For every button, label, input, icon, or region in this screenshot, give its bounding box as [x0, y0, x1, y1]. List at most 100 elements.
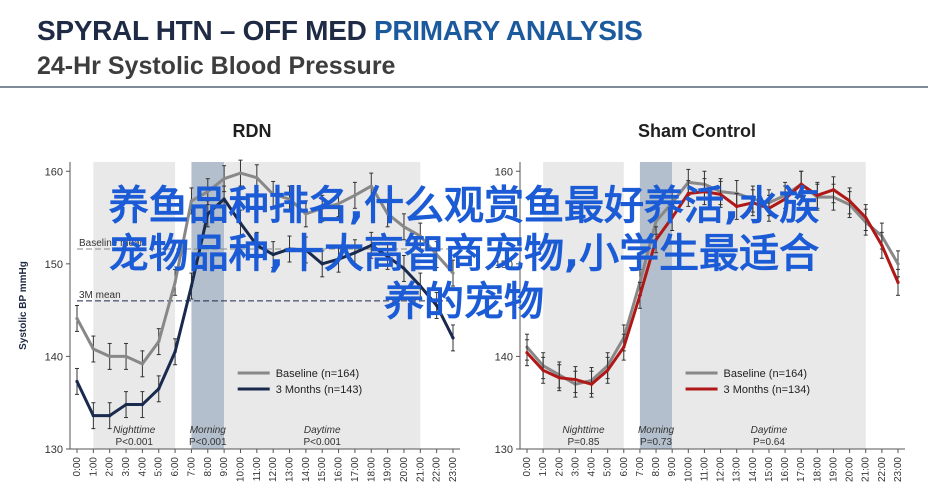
- mean-line-label: Baseline mean: [79, 238, 145, 249]
- data-point: [271, 192, 275, 197]
- data-point: [222, 177, 226, 181]
- data-point: [238, 171, 243, 175]
- x-tick-label: 2:00: [554, 457, 565, 477]
- x-tick-label: 23:00: [448, 457, 459, 482]
- data-point: [369, 184, 373, 188]
- data-point: [320, 262, 324, 266]
- data-point: [336, 202, 341, 206]
- x-tick-label: 7:00: [186, 457, 197, 477]
- page-subtitle: 24-Hr Systolic Blood Pressure: [37, 52, 396, 80]
- x-tick-label: 5:00: [154, 457, 165, 477]
- data-point: [451, 271, 455, 275]
- period-p-value: P<0.001: [115, 437, 153, 448]
- data-point: [189, 284, 194, 288]
- x-tick-label: 4:00: [137, 457, 148, 477]
- data-point: [173, 350, 177, 354]
- data-point: [541, 368, 545, 372]
- y-tick-label: 130: [45, 444, 63, 456]
- data-point: [848, 199, 852, 203]
- data-point: [831, 188, 836, 192]
- data-point: [654, 238, 658, 242]
- x-tick-label: 19:00: [828, 457, 839, 482]
- x-tick-label: 2:00: [105, 457, 116, 477]
- data-point: [108, 354, 112, 359]
- data-point: [402, 266, 406, 271]
- data-point: [864, 215, 868, 220]
- x-tick-label: 12:00: [716, 457, 727, 482]
- legend-label: 3 Months (n=143): [276, 384, 363, 396]
- x-tick-label: 12:00: [268, 457, 279, 482]
- period-p-value: P=0.73: [640, 437, 672, 448]
- x-tick-label: 0:00: [522, 457, 533, 477]
- period-label: Morning: [638, 425, 675, 436]
- data-point: [336, 257, 341, 261]
- data-point: [157, 387, 161, 391]
- data-point: [189, 199, 194, 203]
- y-axis-label: Systolic BP mmHg: [18, 261, 29, 350]
- y-tick-label: 140: [495, 351, 513, 363]
- legend-label: Baseline (n=164): [724, 368, 807, 380]
- data-point: [255, 176, 259, 180]
- data-point: [75, 379, 79, 384]
- period-p-value: P=0.85: [567, 437, 599, 448]
- x-tick-label: 0:00: [72, 457, 83, 477]
- period-label: Nighttime: [113, 425, 156, 436]
- x-tick-label: 16:00: [334, 457, 345, 482]
- data-point: [108, 414, 112, 418]
- x-tick-label: 11:00: [699, 457, 710, 482]
- data-point: [287, 197, 292, 201]
- series-line-3-months: [75, 197, 455, 418]
- data-point: [140, 402, 144, 407]
- chart-title: Sham Control: [638, 121, 756, 141]
- data-point: [75, 316, 79, 321]
- x-tick-label: 9:00: [667, 457, 678, 477]
- data-point: [304, 248, 308, 252]
- header: SPYRAL HTN – OFF MED PRIMARY ANALYSIS 24…: [0, 0, 928, 92]
- y-tick-label: 130: [495, 444, 513, 456]
- data-point: [271, 252, 275, 257]
- x-tick-label: 1:00: [88, 457, 99, 477]
- x-tick-label: 20:00: [845, 457, 856, 482]
- data-point: [386, 212, 390, 216]
- x-tick-label: 10:00: [235, 457, 246, 482]
- data-point: [124, 354, 128, 359]
- data-point: [91, 414, 95, 418]
- x-tick-label: 16:00: [780, 457, 791, 482]
- data-point: [670, 201, 674, 205]
- data-point: [91, 347, 95, 351]
- x-tick-label: 18:00: [366, 457, 377, 482]
- y-tick-label: 160: [495, 166, 513, 178]
- title-main: SPYRAL HTN – OFF MED: [37, 15, 367, 46]
- data-point: [157, 340, 161, 344]
- y-tick-label: 140: [45, 351, 63, 363]
- x-tick-label: 11:00: [252, 457, 263, 482]
- page-title: SPYRAL HTN – OFF MED PRIMARY ANALYSIS: [37, 15, 643, 47]
- y-tick-label: 150: [45, 259, 63, 271]
- data-point: [238, 221, 243, 225]
- x-tick-label: 7:00: [635, 457, 646, 477]
- y-tick-label: 150: [495, 259, 513, 271]
- x-tick-label: 6:00: [170, 457, 181, 477]
- data-point: [222, 197, 226, 201]
- legend-label: 3 Months (n=134): [724, 384, 811, 396]
- data-point: [896, 280, 900, 284]
- x-tick-label: 3:00: [570, 457, 581, 477]
- x-tick-label: 15:00: [764, 457, 775, 482]
- data-point: [718, 192, 723, 197]
- x-tick-label: 21:00: [861, 457, 872, 482]
- data-point: [353, 193, 357, 197]
- period-label: Daytime: [751, 425, 788, 436]
- series-line-3-months: [525, 182, 900, 386]
- x-tick-label: 4:00: [587, 457, 598, 477]
- data-point: [638, 293, 642, 297]
- data-point: [320, 206, 324, 210]
- x-tick-label: 18:00: [812, 457, 823, 482]
- period-p-value: P<0.001: [189, 437, 227, 448]
- x-tick-label: 13:00: [285, 457, 296, 482]
- period-label: Morning: [190, 425, 227, 436]
- x-tick-label: 17:00: [350, 457, 361, 482]
- period-band-morning: [639, 162, 673, 449]
- x-tick-label: 8:00: [651, 457, 662, 477]
- x-tick-label: 23:00: [893, 457, 904, 482]
- charts-area: RDN 130 140 150 160 Systolic BP mmHg 0:00 1:00 2…: [18, 121, 905, 482]
